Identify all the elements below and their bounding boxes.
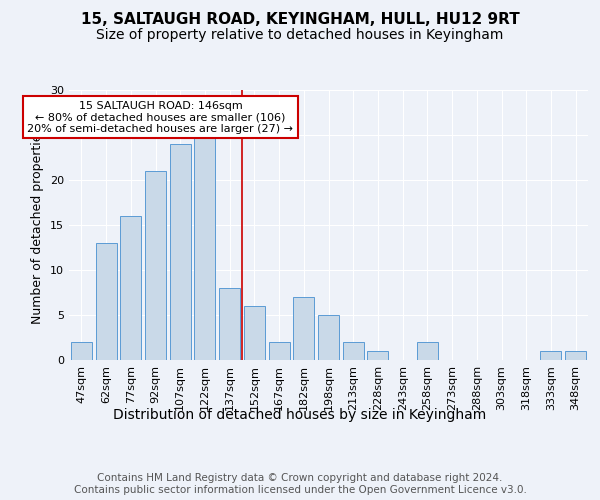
Bar bbox=[318, 315, 339, 360]
Text: 15, SALTAUGH ROAD, KEYINGHAM, HULL, HU12 9RT: 15, SALTAUGH ROAD, KEYINGHAM, HULL, HU12… bbox=[80, 12, 520, 28]
Bar bbox=[244, 306, 265, 360]
Bar bbox=[219, 288, 240, 360]
Bar bbox=[71, 342, 92, 360]
Text: Distribution of detached houses by size in Keyingham: Distribution of detached houses by size … bbox=[113, 408, 487, 422]
Y-axis label: Number of detached properties: Number of detached properties bbox=[31, 126, 44, 324]
Bar bbox=[95, 243, 116, 360]
Bar bbox=[367, 351, 388, 360]
Bar bbox=[269, 342, 290, 360]
Bar bbox=[343, 342, 364, 360]
Text: Contains HM Land Registry data © Crown copyright and database right 2024.
Contai: Contains HM Land Registry data © Crown c… bbox=[74, 474, 526, 495]
Bar bbox=[194, 135, 215, 360]
Bar bbox=[170, 144, 191, 360]
Bar bbox=[293, 297, 314, 360]
Text: Size of property relative to detached houses in Keyingham: Size of property relative to detached ho… bbox=[97, 28, 503, 42]
Bar bbox=[541, 351, 562, 360]
Bar bbox=[417, 342, 438, 360]
Bar bbox=[120, 216, 141, 360]
Bar bbox=[565, 351, 586, 360]
Text: 15 SALTAUGH ROAD: 146sqm
← 80% of detached houses are smaller (106)
20% of semi-: 15 SALTAUGH ROAD: 146sqm ← 80% of detach… bbox=[28, 101, 293, 134]
Bar bbox=[145, 171, 166, 360]
